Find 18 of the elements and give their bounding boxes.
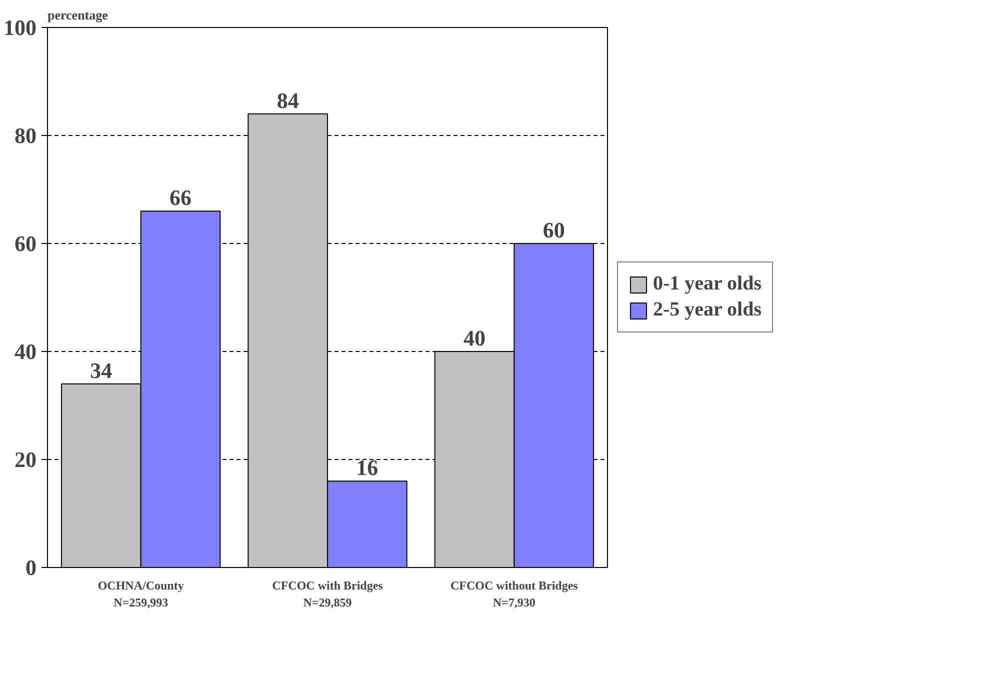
y-tick-label: 20 [14, 447, 36, 472]
data-label: 34 [90, 358, 112, 383]
data-label: 40 [464, 326, 486, 350]
y-tick-label: 0 [26, 555, 36, 580]
x-tick-label: OCHNA/County N=259,993 [98, 578, 184, 610]
data-label: 60 [542, 218, 565, 242]
y-tick-label: 40 [14, 339, 36, 364]
data-label: 66 [170, 185, 192, 210]
data-label: 84 [276, 88, 299, 113]
y-axis-title: percentage [48, 8, 108, 22]
legend-label: 0-1 year olds [653, 272, 762, 296]
y-tick-label: 60 [14, 231, 36, 256]
y-tick-label: 80 [14, 123, 36, 148]
x-tick-label: CFCOC with Bridges N=29,859 [272, 578, 384, 610]
data-label: 16 [356, 455, 378, 480]
legend-label: 2-5 year olds [653, 298, 762, 322]
y-tick-label: 100 [4, 15, 36, 40]
x-tick-label: CFCOC without Bridges N=7,930 [450, 578, 578, 610]
